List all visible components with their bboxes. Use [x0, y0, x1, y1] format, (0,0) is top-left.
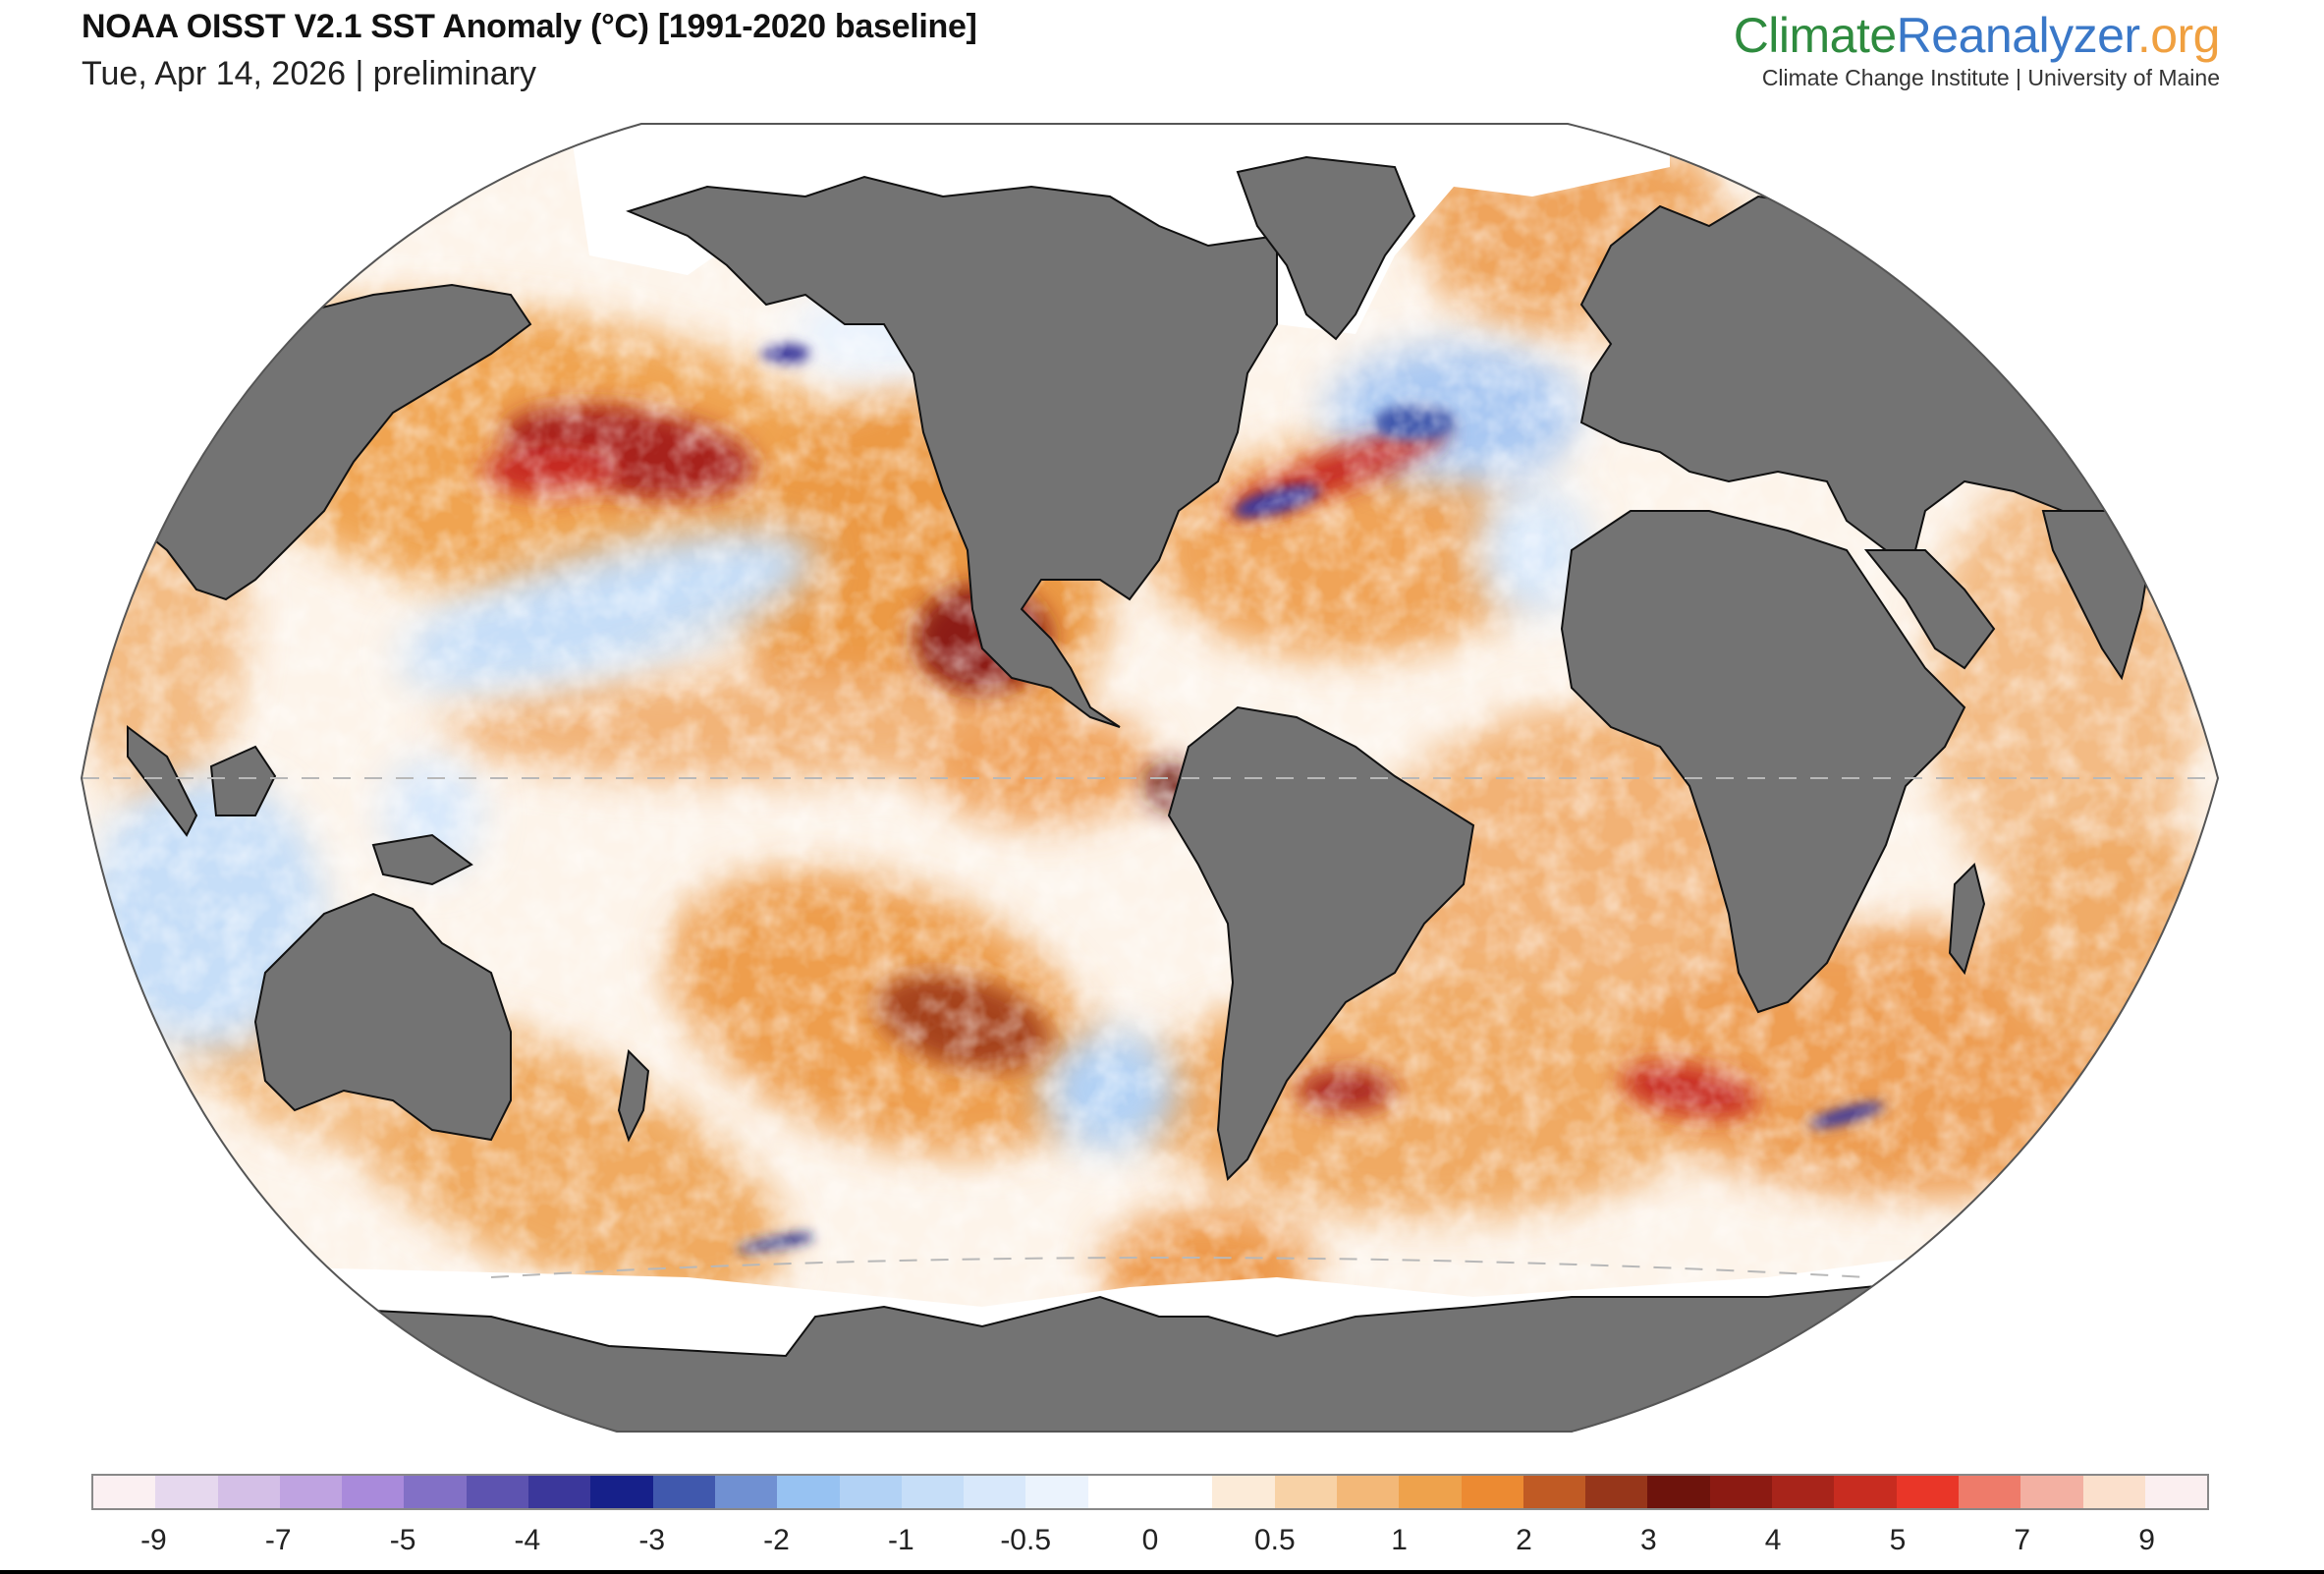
colorbar-segment [1522, 1476, 1586, 1508]
north-america [626, 175, 1278, 728]
colorbar-segment [1896, 1476, 1959, 1508]
colorbar-tick-label: 5 [1889, 1524, 1907, 1556]
colorbar-segment [2020, 1476, 2083, 1508]
australia [253, 892, 512, 1142]
new-zealand [617, 1048, 650, 1143]
colorbar-segment [2144, 1476, 2208, 1508]
greenland [1236, 155, 1416, 341]
colorbar-segment [1585, 1476, 1648, 1508]
colorbar-segment [528, 1476, 591, 1508]
colorbar-segment [901, 1476, 965, 1508]
colorbar-segment [777, 1476, 840, 1508]
africa [1560, 510, 1966, 1014]
parallel-gridline-south [490, 1257, 1867, 1278]
sumatra [127, 725, 198, 837]
chart-subtitle: Tue, Apr 14, 2026 | preliminary [82, 55, 537, 92]
colorbar-segment [839, 1476, 902, 1508]
colorbar-segment [93, 1476, 156, 1508]
colorbar-tick-label: -4 [514, 1524, 541, 1556]
logo-part-org: .org [2136, 8, 2221, 63]
colorbar-tick-label: 1 [1391, 1524, 1408, 1556]
colorbar-segment [1958, 1476, 2021, 1508]
colorbar-tick-label: -0.5 [1000, 1524, 1052, 1556]
colorbar-tick-labels: -9 -7 -5 -4 -3 -2 -1 -0.5 0 0.5 1 2 3 4 5 7 9 [91, 1524, 2209, 1563]
land-masses [82, 155, 2218, 1432]
colorbar-segment [1647, 1476, 1710, 1508]
colorbar-tick-label: 3 [1639, 1524, 1657, 1556]
colorbar-segment [1212, 1476, 1275, 1508]
colorbar-segment [217, 1476, 280, 1508]
colorbar-segment [342, 1476, 405, 1508]
colorbar-segment [2082, 1476, 2145, 1508]
colorbar-tick-label: 2 [1516, 1524, 1532, 1556]
colorbar-segment [1336, 1476, 1400, 1508]
footer-strip [0, 1570, 2324, 1574]
colorbar-tick-label: -2 [763, 1524, 790, 1556]
colorbar-segment [404, 1476, 467, 1508]
colorbar-segment [1772, 1476, 1835, 1508]
map-outline [80, 123, 2220, 1433]
colorbar-tick-label: -1 [888, 1524, 914, 1556]
colorbar-segment [1461, 1476, 1523, 1508]
colorbar-tick-label: -5 [389, 1524, 416, 1556]
colorbar-tick-label: -3 [638, 1524, 666, 1556]
colorbar-segment [1834, 1476, 1897, 1508]
colorbar-segment [279, 1476, 343, 1508]
colorbar-tick-label: 0 [1141, 1524, 1159, 1556]
borneo [209, 745, 277, 816]
arabia [1863, 549, 1996, 670]
madagascar [1948, 863, 1986, 976]
colorbar-tick-label: 7 [2014, 1524, 2031, 1556]
logo-tagline: Climate Change Institute | University of… [1761, 65, 2220, 90]
colorbar-tick-label: 9 [2138, 1524, 2155, 1556]
colorbar-segment [1087, 1476, 1213, 1508]
colorbar-tick-label: -7 [264, 1524, 292, 1556]
south-america [1167, 705, 1475, 1182]
world-sst-anomaly-map [80, 123, 2220, 1433]
logo-wordmark: ClimateReanalyzer.org [1733, 8, 2221, 63]
new-guinea [371, 833, 473, 886]
logo-part-climate: Climate [1733, 8, 1897, 63]
logo-part-reanalyzer: Reanalyzer [1896, 8, 2138, 63]
colorbar [91, 1474, 2209, 1510]
colorbar-segment [652, 1476, 715, 1508]
colorbar-segment [1025, 1476, 1088, 1508]
colorbar-segment [964, 1476, 1026, 1508]
colorbar-segment [1399, 1476, 1462, 1508]
climate-reanalyzer-logo[interactable]: ClimateReanalyzer.org Climate Change Ins… [1733, 8, 2221, 91]
colorbar-tick-label: 0.5 [1253, 1524, 1296, 1556]
colorbar-segment [714, 1476, 778, 1508]
colorbar-segment [590, 1476, 653, 1508]
colorbar-segment [1709, 1476, 1773, 1508]
colorbar-segment [1274, 1476, 1337, 1508]
chart-title: NOAA OISST V2.1 SST Anomaly (°C) [1991-2… [82, 8, 977, 45]
colorbar-segment [155, 1476, 218, 1508]
colorbar-segment [466, 1476, 529, 1508]
colorbar-tick-label: 4 [1764, 1524, 1782, 1556]
colorbar-tick-label: -9 [140, 1524, 167, 1556]
